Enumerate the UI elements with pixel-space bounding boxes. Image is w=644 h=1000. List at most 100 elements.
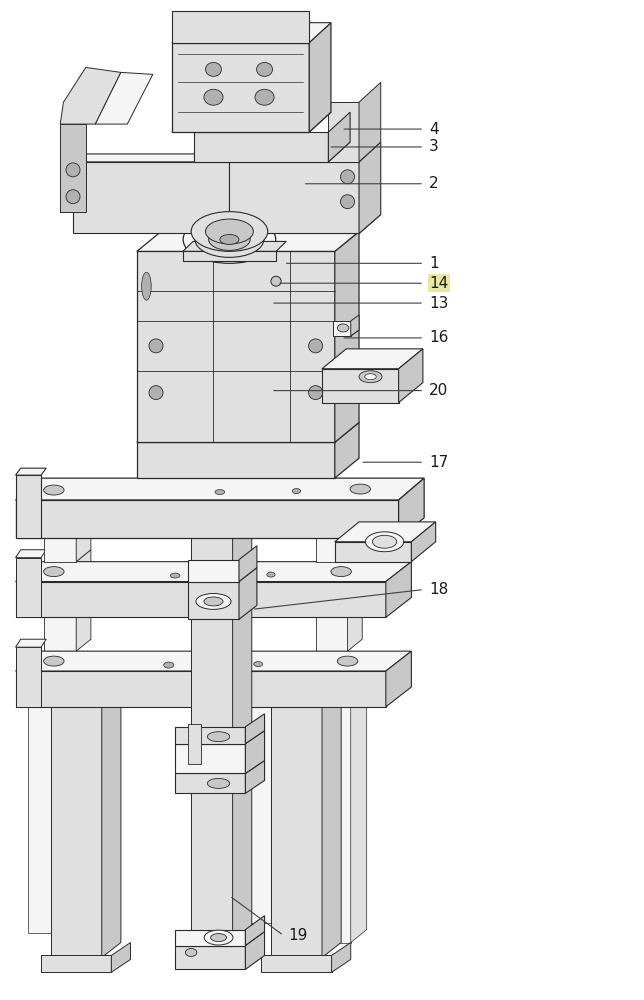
Ellipse shape [372, 535, 397, 548]
Polygon shape [102, 654, 121, 957]
Polygon shape [271, 669, 322, 957]
Polygon shape [41, 955, 111, 972]
Ellipse shape [61, 656, 111, 678]
Ellipse shape [271, 276, 281, 286]
Polygon shape [172, 23, 331, 43]
Polygon shape [76, 550, 91, 651]
Text: 4: 4 [430, 122, 439, 137]
Text: 18: 18 [430, 582, 448, 597]
Polygon shape [335, 422, 359, 478]
Ellipse shape [281, 656, 332, 678]
Ellipse shape [66, 163, 80, 177]
Ellipse shape [220, 234, 239, 244]
Ellipse shape [209, 229, 250, 250]
Polygon shape [309, 23, 331, 132]
Polygon shape [15, 468, 46, 475]
Polygon shape [351, 656, 366, 943]
Ellipse shape [365, 532, 404, 552]
Polygon shape [137, 422, 359, 442]
Ellipse shape [171, 573, 180, 578]
Polygon shape [245, 714, 265, 744]
Ellipse shape [149, 386, 163, 400]
Polygon shape [183, 251, 276, 261]
Ellipse shape [341, 195, 355, 209]
Polygon shape [359, 82, 381, 162]
Polygon shape [61, 67, 121, 124]
Polygon shape [15, 562, 412, 582]
Ellipse shape [292, 489, 301, 494]
Ellipse shape [256, 62, 272, 76]
Polygon shape [386, 562, 412, 617]
Polygon shape [175, 930, 245, 946]
Polygon shape [194, 132, 328, 162]
Polygon shape [15, 647, 41, 707]
Polygon shape [412, 522, 435, 562]
Polygon shape [322, 369, 399, 403]
Polygon shape [334, 330, 359, 336]
Polygon shape [137, 251, 335, 442]
Ellipse shape [341, 170, 355, 184]
Ellipse shape [183, 216, 276, 263]
Polygon shape [51, 669, 102, 957]
Polygon shape [15, 582, 386, 617]
Polygon shape [61, 117, 91, 124]
Polygon shape [316, 500, 348, 562]
Text: 1: 1 [430, 256, 439, 271]
Polygon shape [111, 943, 131, 972]
Ellipse shape [44, 656, 64, 666]
Polygon shape [76, 487, 91, 562]
Ellipse shape [205, 219, 253, 244]
Polygon shape [399, 478, 424, 538]
Polygon shape [191, 500, 232, 957]
Polygon shape [175, 744, 245, 773]
Polygon shape [351, 315, 359, 336]
Polygon shape [137, 232, 359, 251]
Polygon shape [278, 656, 293, 923]
Ellipse shape [204, 89, 223, 105]
Polygon shape [245, 932, 265, 969]
Ellipse shape [66, 190, 80, 204]
Polygon shape [15, 639, 46, 647]
Polygon shape [399, 349, 423, 403]
Ellipse shape [308, 339, 323, 353]
Ellipse shape [204, 597, 223, 606]
Ellipse shape [149, 339, 163, 353]
Ellipse shape [365, 374, 376, 380]
Polygon shape [194, 142, 350, 162]
Polygon shape [188, 724, 201, 764]
Text: 16: 16 [430, 330, 449, 345]
Ellipse shape [207, 732, 230, 742]
Ellipse shape [215, 490, 225, 495]
Polygon shape [175, 946, 245, 969]
Text: 20: 20 [430, 383, 448, 398]
Polygon shape [73, 154, 234, 162]
Polygon shape [245, 669, 278, 923]
Polygon shape [316, 562, 348, 651]
Polygon shape [15, 671, 386, 707]
Polygon shape [15, 475, 41, 538]
Polygon shape [335, 522, 435, 542]
Polygon shape [348, 550, 362, 651]
Polygon shape [232, 485, 252, 957]
Polygon shape [322, 349, 423, 369]
Polygon shape [15, 478, 424, 500]
Ellipse shape [350, 484, 370, 494]
Polygon shape [322, 654, 341, 957]
Polygon shape [28, 669, 61, 933]
Ellipse shape [191, 212, 268, 251]
Polygon shape [332, 943, 351, 972]
Polygon shape [261, 955, 332, 972]
Ellipse shape [267, 572, 275, 577]
Ellipse shape [255, 89, 274, 105]
Polygon shape [61, 124, 86, 212]
Ellipse shape [44, 567, 64, 577]
Polygon shape [172, 43, 309, 132]
Polygon shape [44, 562, 76, 651]
Ellipse shape [142, 272, 151, 300]
Text: 17: 17 [430, 455, 448, 470]
Text: 3: 3 [430, 139, 439, 154]
Polygon shape [359, 142, 381, 233]
Polygon shape [334, 321, 351, 336]
Polygon shape [245, 731, 265, 773]
Polygon shape [328, 112, 350, 162]
